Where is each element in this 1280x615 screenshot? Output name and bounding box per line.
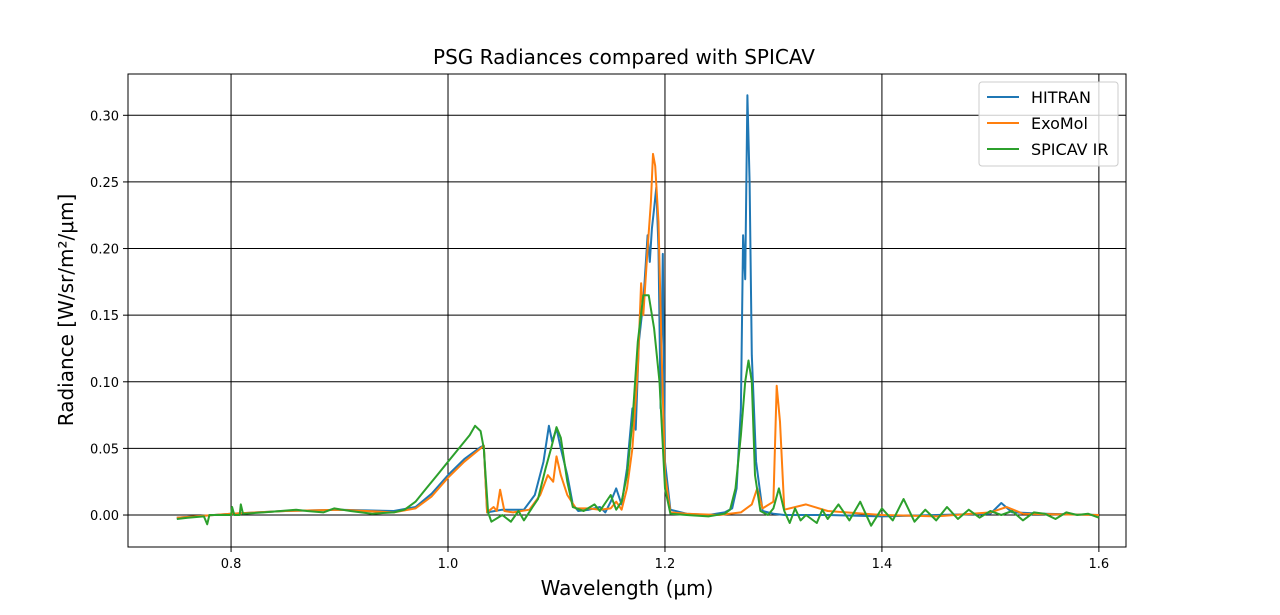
series-layer: [176, 94, 1100, 527]
legend-label: ExoMol: [1031, 114, 1088, 133]
y-tick-label: 0.00: [90, 509, 119, 524]
y-tick-label: 0.30: [90, 109, 119, 124]
x-tick-label: 1.4: [872, 557, 893, 572]
y-tick-label: 0.25: [90, 176, 119, 191]
grid: [128, 74, 1126, 547]
legend-label: HITRAN: [1031, 88, 1091, 107]
x-axis-label: Wavelength (μm): [541, 576, 714, 600]
x-tick-label: 1.2: [655, 557, 676, 572]
legend-box: [978, 81, 1119, 167]
legend-label: SPICAV IR: [1031, 140, 1108, 159]
x-tick-label: 1.0: [438, 557, 459, 572]
chart-title: PSG Radiances compared with SPICAV: [433, 45, 815, 69]
y-tick-label: 0.10: [90, 376, 119, 391]
x-tick-label: 0.8: [221, 557, 242, 572]
y-tick-label: 0.15: [90, 309, 119, 324]
y-tick-label: 0.05: [90, 442, 119, 457]
ticks: 0.8 1.0 1.2 1.4 1.6 0.00 0.05 0.10 0.15 0.20 0.25 0…: [90, 109, 1109, 572]
series-line-1: [176, 94, 1099, 519]
y-tick-label: 0.20: [90, 243, 119, 258]
legend: HITRAN ExoMol SPICAV IR: [978, 81, 1119, 167]
x-tick-label: 1.6: [1089, 557, 1110, 572]
plot-frame: [127, 73, 1127, 548]
series-line-3: [176, 294, 1100, 527]
y-axis-label: Radiance [W/sr/m²/μm]: [54, 194, 78, 427]
